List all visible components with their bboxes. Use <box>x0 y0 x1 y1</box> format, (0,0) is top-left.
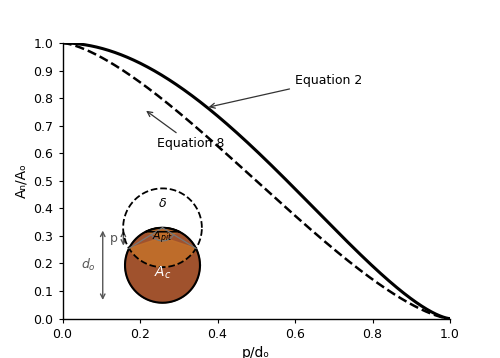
Y-axis label: Aₙ/Aₒ: Aₙ/Aₒ <box>14 163 28 198</box>
Text: p: p <box>110 232 118 245</box>
Text: Equation 8: Equation 8 <box>147 112 225 150</box>
Polygon shape <box>125 228 200 303</box>
Polygon shape <box>129 228 196 267</box>
Text: $d_o$: $d_o$ <box>81 257 96 273</box>
X-axis label: p/dₒ: p/dₒ <box>242 346 270 358</box>
Text: $A_c$: $A_c$ <box>154 265 171 281</box>
Text: $\delta$: $\delta$ <box>158 197 167 210</box>
Text: Equation 2: Equation 2 <box>210 74 362 108</box>
Text: $A_{pit}$: $A_{pit}$ <box>152 229 173 246</box>
